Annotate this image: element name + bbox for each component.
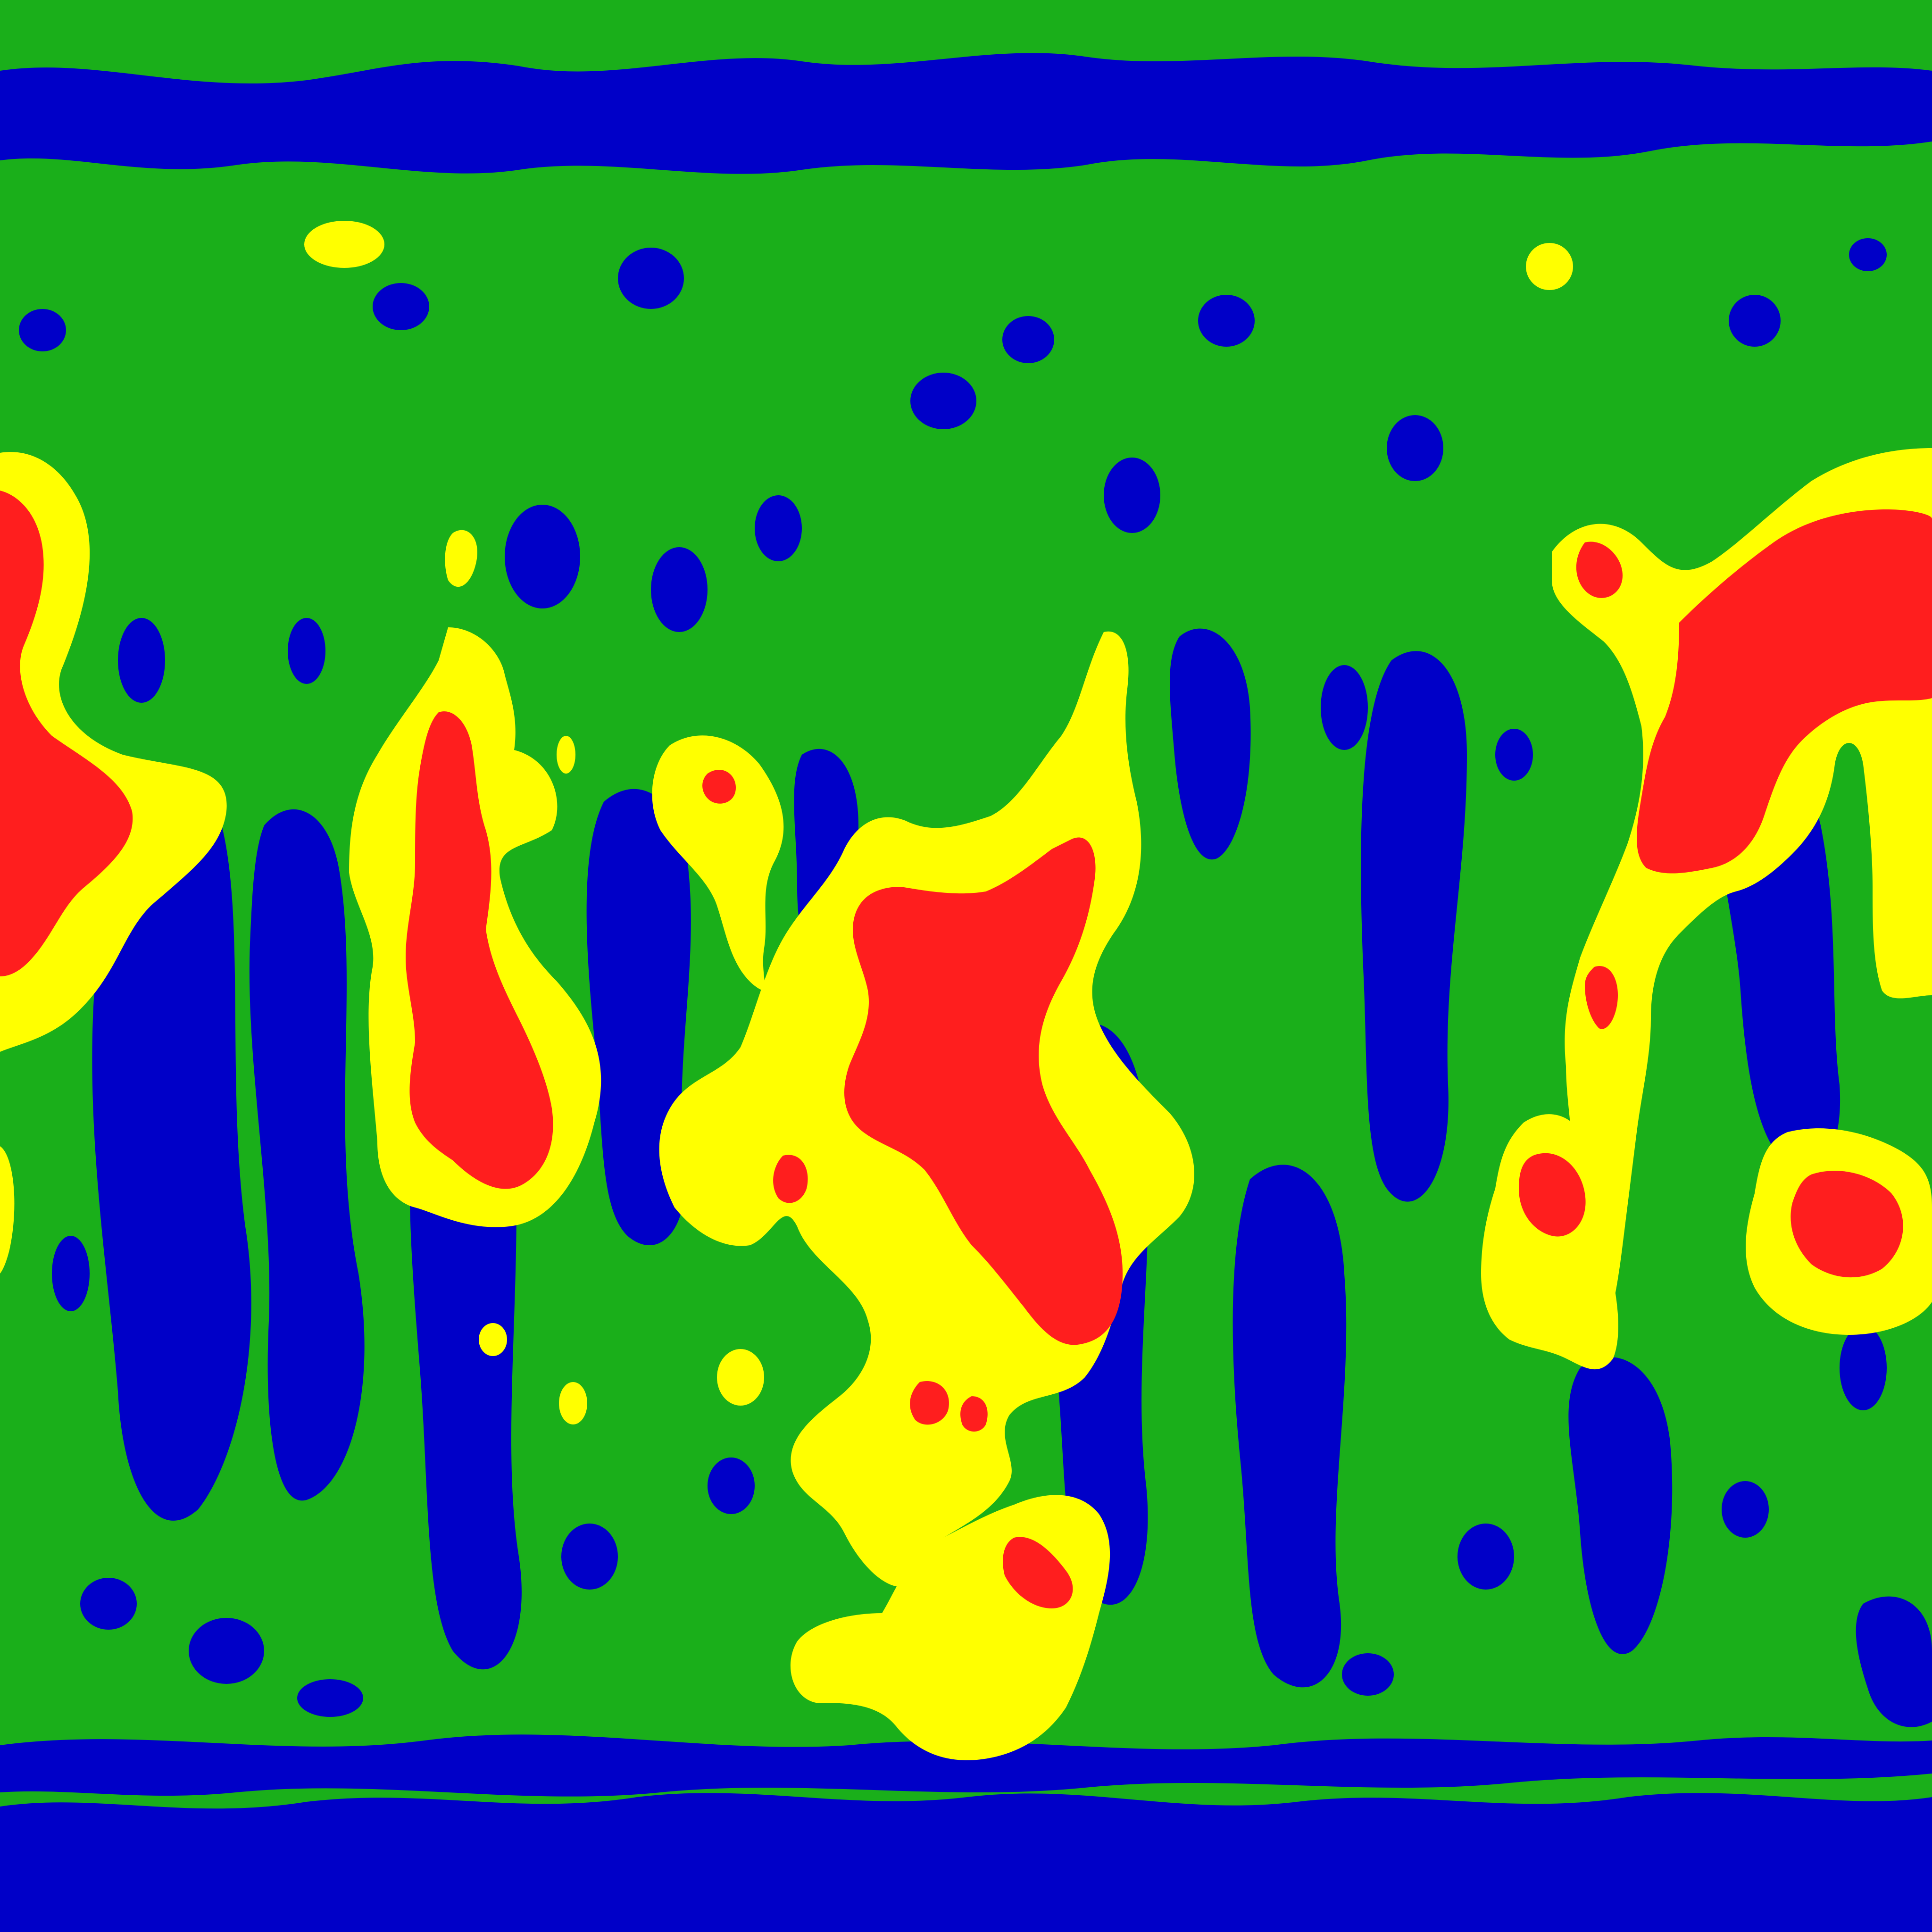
peak-spot-center-small [702, 769, 736, 804]
high-spot-south-4 [906, 1514, 934, 1552]
low-crater-n14 [910, 373, 976, 429]
low-crater-s6 [1722, 1481, 1769, 1538]
south-polar-low-band [0, 1793, 1932, 1932]
peak-spot-south-center-1 [910, 1381, 949, 1425]
low-patch-center-4 [1170, 628, 1251, 860]
low-crater-n4 [755, 495, 802, 561]
high-spot-nw-basin [304, 221, 384, 268]
high-spot-south-1 [717, 1349, 764, 1406]
low-crater-n12 [19, 309, 66, 351]
low-crater-s9 [52, 1236, 90, 1311]
low-crater-n6 [1002, 316, 1054, 363]
low-crater-s8 [1342, 1653, 1394, 1696]
high-spot-west-ridge-1 [557, 736, 575, 774]
low-crater-n13 [373, 283, 429, 330]
high-spot-south-3 [559, 1382, 587, 1424]
peak-region-west-edge [0, 491, 133, 976]
low-crater-n16 [1321, 665, 1368, 750]
low-patch-west-1 [92, 772, 251, 1521]
peak-region-center-main [844, 837, 1123, 1345]
peak-spot-east-lower [1519, 1153, 1586, 1237]
peak-spot-south-center-3 [1003, 1537, 1073, 1608]
peak-spot-far-east [1790, 1171, 1903, 1278]
high-region-west-edge-lobe [0, 1146, 15, 1274]
low-crater-n5 [288, 618, 325, 684]
peak-spot-south-center-2 [960, 1396, 988, 1432]
low-patch-west-2 [249, 809, 365, 1501]
peak-class-regions [0, 491, 1932, 1608]
north-polar-low-band [0, 53, 1932, 174]
low-crater-n15 [1104, 458, 1160, 533]
low-crater-s12 [297, 1679, 363, 1717]
peak-spot-center-west [773, 1155, 808, 1203]
high-region-center-small [652, 735, 784, 990]
low-crater-s3 [561, 1524, 618, 1590]
south-lowland-stripe [0, 1734, 1932, 1797]
low-crater-n10 [1495, 729, 1533, 781]
high-region-east-lower [1481, 1114, 1618, 1370]
peak-spot-east-top [1576, 541, 1623, 598]
low-crater-s10 [1840, 1325, 1887, 1410]
low-crater-s2 [189, 1618, 264, 1684]
low-crater-n2 [505, 505, 580, 608]
high-region-west-ridge-spur [445, 530, 477, 587]
peak-region-west-ridge [406, 711, 553, 1189]
low-patch-east-1 [1232, 1165, 1347, 1688]
low-crater-n9 [1729, 295, 1781, 347]
low-crater-n1 [618, 248, 684, 309]
high-spot-south-2 [479, 1323, 507, 1356]
low-patch-east-2 [1361, 651, 1467, 1202]
low-patch-far-east [1856, 1596, 1932, 1727]
low-class-regions [0, 53, 1932, 1932]
low-crater-s4 [708, 1457, 755, 1514]
peak-region-east-main [1637, 509, 1932, 874]
low-crater-n11 [1849, 238, 1887, 271]
low-crater-n8 [1387, 415, 1443, 481]
peak-spot-east-mid [1585, 966, 1618, 1029]
low-patch-east-4 [1568, 1357, 1673, 1654]
low-crater-n3 [651, 547, 708, 632]
low-crater-n7 [1198, 295, 1255, 347]
high-spot-ne-basin [1526, 243, 1573, 290]
low-crater-n17 [118, 618, 165, 703]
low-crater-s1 [80, 1578, 137, 1630]
low-crater-s5 [1457, 1524, 1514, 1590]
